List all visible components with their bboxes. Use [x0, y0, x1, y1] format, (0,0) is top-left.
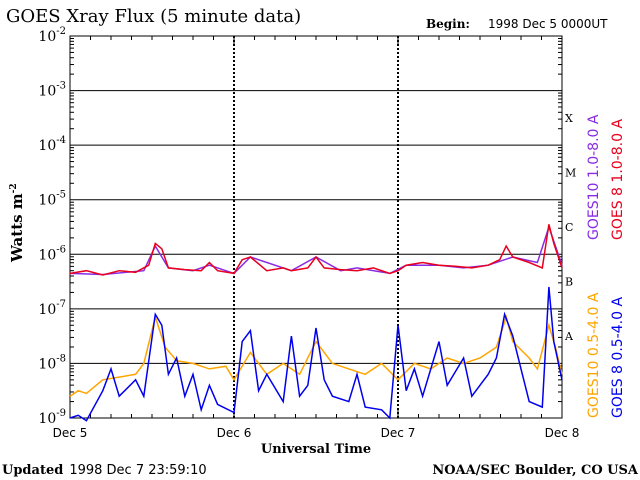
series-line [69, 286, 563, 422]
footer-updated: Updated 1998 Dec 7 23:59:10 [2, 463, 207, 478]
y-tick-label: 10-6 [38, 244, 66, 263]
y-tick-label: 10-7 [38, 299, 66, 318]
series-lines [69, 224, 563, 422]
x-tick-label: Dec 5 [53, 426, 88, 440]
flare-class-label: A [564, 330, 574, 343]
y-axis-ticks: 10-9 10-8 10-7 10-6 10-5 10-4 10-3 10-2 [38, 26, 562, 427]
legend-entry: GOES10 1.0-8.0 A [586, 114, 602, 240]
begin-value: 1998 Dec 5 0000UT [488, 17, 608, 31]
y-tick-label: 10-3 [38, 81, 66, 100]
flare-class-labels: A B C M X [564, 112, 576, 343]
grid-lines [70, 36, 562, 418]
legend-entry: GOES 8 0.5-4.0 A [610, 297, 626, 418]
footer-credit: NOAA/SEC Boulder, CO USA [432, 463, 639, 478]
flare-class-label: M [565, 166, 576, 179]
legend-entry: GOES 8 1.0-8.0 A [610, 119, 626, 240]
y-axis-label: Watts m-2 [8, 183, 26, 263]
begin-label: Begin: [426, 17, 470, 31]
y-tick-label: 10-2 [38, 26, 66, 45]
series-line [69, 224, 563, 276]
y-tick-label: 10-8 [38, 353, 66, 372]
x-tick-label: Dec 8 [545, 426, 580, 440]
series-line [69, 224, 563, 276]
legend-entry: GOES10 0.5-4.0 A [586, 292, 602, 418]
flare-class-label: B [565, 276, 573, 289]
legend: GOES10 1.0-8.0 A GOES 8 1.0-8.0 A GOES10 0… [586, 114, 626, 418]
y-tick-label: 10-9 [38, 408, 66, 427]
x-axis-ticks: Dec 5 Dec 6 Dec 7 Dec 8 [53, 36, 580, 440]
chart-title: GOES Xray Flux (5 minute data) [6, 6, 301, 27]
y-tick-label: 10-5 [38, 190, 66, 209]
x-axis-label: Universal Time [261, 442, 371, 457]
flare-class-label: X [565, 112, 573, 125]
y-tick-label: 10-4 [38, 135, 66, 154]
x-tick-label: Dec 7 [381, 426, 416, 440]
x-tick-label: Dec 6 [217, 426, 252, 440]
flare-class-label: C [565, 221, 573, 234]
